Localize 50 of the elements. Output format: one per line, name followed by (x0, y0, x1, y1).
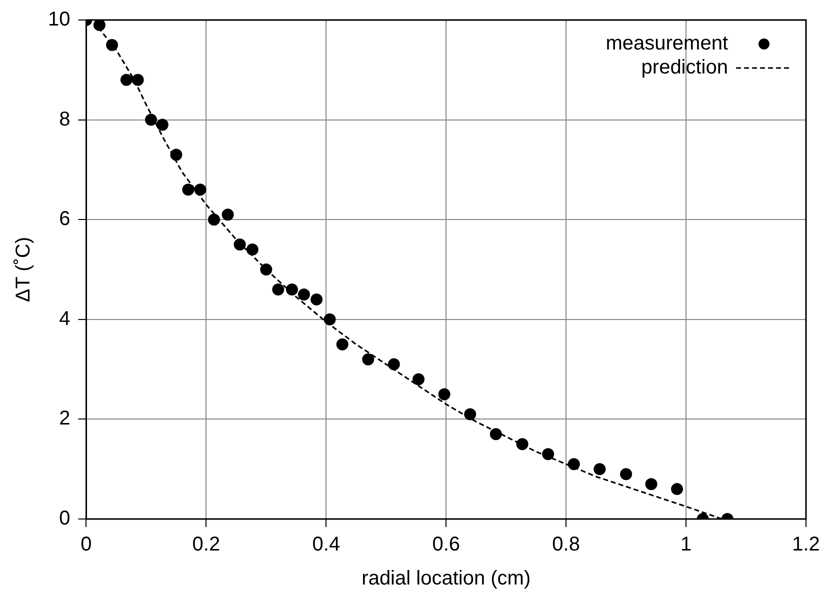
x-tick-label: 0.4 (312, 534, 340, 556)
point (594, 463, 606, 476)
point (194, 184, 206, 196)
legend-label: measurement (606, 32, 728, 55)
point (362, 353, 374, 366)
point (324, 313, 336, 326)
x-tick-label: 0 (80, 534, 92, 556)
point (671, 483, 684, 496)
point (490, 428, 502, 440)
y-tick-label: 6 (59, 208, 70, 230)
point (272, 283, 284, 296)
point (286, 283, 298, 296)
point (336, 338, 348, 350)
point (246, 244, 258, 256)
point (234, 238, 246, 251)
point (156, 118, 168, 131)
y-axis-title: ΔT (˚C) (12, 236, 35, 302)
legend-label: prediction (641, 56, 728, 79)
x-tick-label: 0.8 (552, 534, 580, 556)
point (145, 114, 158, 126)
point (93, 20, 106, 31)
point (310, 293, 323, 306)
point (542, 448, 554, 460)
x-tick-label: 0.6 (432, 534, 460, 556)
y-tick-label: 4 (59, 308, 70, 330)
point (645, 478, 658, 490)
point (438, 388, 450, 400)
y-tick-label: 10 (48, 8, 70, 31)
point (222, 208, 234, 221)
point (388, 358, 400, 370)
x-tick-label: 0.2 (192, 534, 220, 556)
point (620, 468, 632, 480)
point (182, 184, 194, 196)
y-tick-label: 0 (59, 508, 70, 530)
x-tick-label: 1.2 (792, 534, 820, 556)
point (208, 214, 220, 226)
point (106, 38, 118, 51)
point (464, 408, 476, 420)
point (298, 288, 310, 300)
y-tick-label: 8 (59, 108, 70, 130)
point (120, 74, 132, 86)
point (132, 74, 144, 86)
x-axis-title: radial location (cm) (362, 568, 531, 590)
point (260, 264, 272, 276)
point (516, 438, 528, 450)
point (568, 458, 580, 470)
point (412, 373, 425, 386)
point (170, 148, 182, 161)
y-tick-label: 2 (59, 408, 70, 430)
x-tick-label: 1 (680, 534, 692, 556)
